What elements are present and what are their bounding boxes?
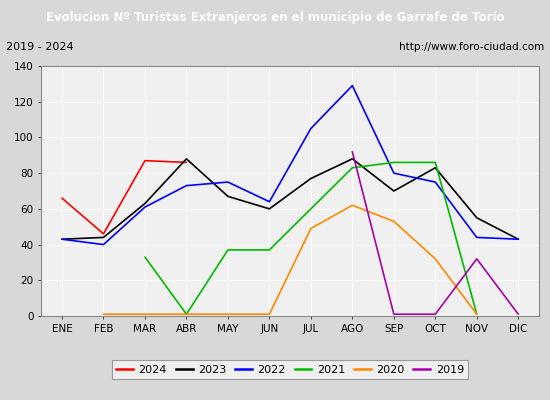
Text: Evolucion Nº Turistas Extranjeros en el municipio de Garrafe de Torío: Evolucion Nº Turistas Extranjeros en el … bbox=[46, 10, 504, 24]
Text: http://www.foro-ciudad.com: http://www.foro-ciudad.com bbox=[399, 42, 544, 52]
Legend: 2024, 2023, 2022, 2021, 2020, 2019: 2024, 2023, 2022, 2021, 2020, 2019 bbox=[112, 360, 469, 379]
Text: 2019 - 2024: 2019 - 2024 bbox=[6, 42, 73, 52]
